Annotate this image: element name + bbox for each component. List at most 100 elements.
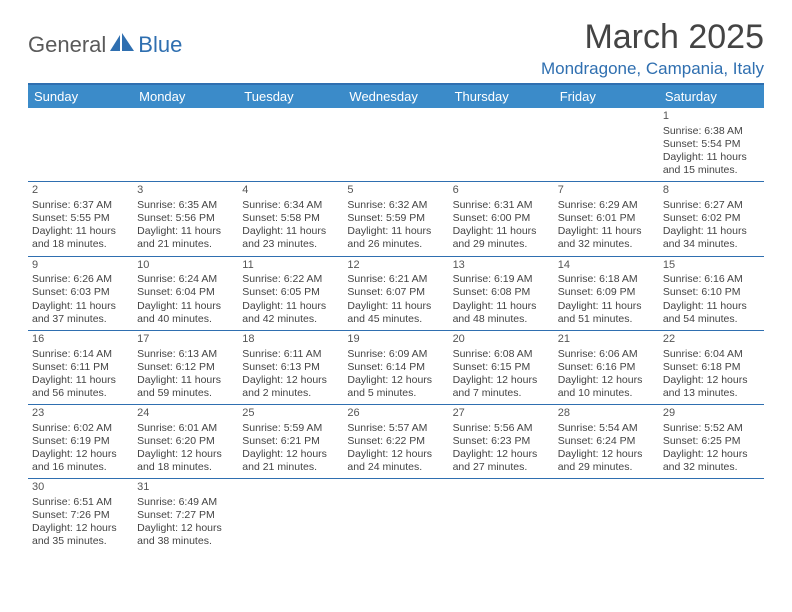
daylight-line: Daylight: 11 hours and 59 minutes. — [137, 374, 234, 400]
daylight-line: Daylight: 12 hours and 35 minutes. — [32, 522, 129, 548]
sunrise-line: Sunrise: 6:04 AM — [663, 348, 760, 361]
daylight-line: Daylight: 12 hours and 24 minutes. — [347, 448, 444, 474]
daylight-line: Daylight: 12 hours and 38 minutes. — [137, 522, 234, 548]
sunset-line: Sunset: 6:05 PM — [242, 286, 339, 299]
sunset-line: Sunset: 6:18 PM — [663, 361, 760, 374]
daylight-line: Daylight: 11 hours and 48 minutes. — [453, 300, 550, 326]
day-number: 29 — [663, 407, 760, 421]
day-number: 7 — [558, 184, 655, 198]
week-row: 1Sunrise: 6:38 AMSunset: 5:54 PMDaylight… — [28, 108, 764, 182]
week-row: 9Sunrise: 6:26 AMSunset: 6:03 PMDaylight… — [28, 257, 764, 331]
day-cell: 19Sunrise: 6:09 AMSunset: 6:14 PMDayligh… — [343, 331, 448, 404]
daylight-line: Daylight: 12 hours and 29 minutes. — [558, 448, 655, 474]
sunset-line: Sunset: 6:20 PM — [137, 435, 234, 448]
day-number: 12 — [347, 259, 444, 273]
daylight-line: Daylight: 11 hours and 15 minutes. — [663, 151, 760, 177]
sunset-line: Sunset: 6:13 PM — [242, 361, 339, 374]
day-number: 31 — [137, 481, 234, 495]
sunset-line: Sunset: 6:16 PM — [558, 361, 655, 374]
day-number: 23 — [32, 407, 129, 421]
sunset-line: Sunset: 6:03 PM — [32, 286, 129, 299]
week-row: 2Sunrise: 6:37 AMSunset: 5:55 PMDaylight… — [28, 182, 764, 256]
day-number: 24 — [137, 407, 234, 421]
sunset-line: Sunset: 6:22 PM — [347, 435, 444, 448]
day-number: 13 — [453, 259, 550, 273]
sunset-line: Sunset: 6:15 PM — [453, 361, 550, 374]
day-number: 14 — [558, 259, 655, 273]
sunrise-line: Sunrise: 6:32 AM — [347, 199, 444, 212]
day-cell: 30Sunrise: 6:51 AMSunset: 7:26 PMDayligh… — [28, 479, 133, 552]
sunset-line: Sunset: 6:09 PM — [558, 286, 655, 299]
daylight-line: Daylight: 11 hours and 45 minutes. — [347, 300, 444, 326]
sunrise-line: Sunrise: 6:31 AM — [453, 199, 550, 212]
daylight-line: Daylight: 11 hours and 40 minutes. — [137, 300, 234, 326]
location: Mondragone, Campania, Italy — [541, 59, 764, 79]
sunset-line: Sunset: 6:24 PM — [558, 435, 655, 448]
day-cell: 10Sunrise: 6:24 AMSunset: 6:04 PMDayligh… — [133, 257, 238, 330]
day-header: Saturday — [659, 85, 764, 108]
day-header: Wednesday — [343, 85, 448, 108]
daylight-line: Daylight: 12 hours and 27 minutes. — [453, 448, 550, 474]
day-cell — [554, 108, 659, 181]
sunset-line: Sunset: 6:02 PM — [663, 212, 760, 225]
day-number: 21 — [558, 333, 655, 347]
day-cell — [343, 108, 448, 181]
day-cell: 28Sunrise: 5:54 AMSunset: 6:24 PMDayligh… — [554, 405, 659, 478]
daylight-line: Daylight: 12 hours and 10 minutes. — [558, 374, 655, 400]
sunrise-line: Sunrise: 6:38 AM — [663, 125, 760, 138]
day-cell: 2Sunrise: 6:37 AMSunset: 5:55 PMDaylight… — [28, 182, 133, 255]
logo-text-blue: Blue — [138, 32, 182, 58]
sunset-line: Sunset: 6:11 PM — [32, 361, 129, 374]
sunrise-line: Sunrise: 6:16 AM — [663, 273, 760, 286]
day-cell: 12Sunrise: 6:21 AMSunset: 6:07 PMDayligh… — [343, 257, 448, 330]
daylight-line: Daylight: 11 hours and 32 minutes. — [558, 225, 655, 251]
day-cell: 21Sunrise: 6:06 AMSunset: 6:16 PMDayligh… — [554, 331, 659, 404]
daylight-line: Daylight: 11 hours and 51 minutes. — [558, 300, 655, 326]
sunrise-line: Sunrise: 6:02 AM — [32, 422, 129, 435]
day-cell: 17Sunrise: 6:13 AMSunset: 6:12 PMDayligh… — [133, 331, 238, 404]
sunrise-line: Sunrise: 6:18 AM — [558, 273, 655, 286]
title-block: March 2025 Mondragone, Campania, Italy — [541, 18, 764, 79]
day-number: 10 — [137, 259, 234, 273]
sunset-line: Sunset: 5:56 PM — [137, 212, 234, 225]
day-cell: 22Sunrise: 6:04 AMSunset: 6:18 PMDayligh… — [659, 331, 764, 404]
day-cell: 23Sunrise: 6:02 AMSunset: 6:19 PMDayligh… — [28, 405, 133, 478]
day-number: 4 — [242, 184, 339, 198]
header: General Blue March 2025 Mondragone, Camp… — [28, 18, 764, 79]
daylight-line: Daylight: 12 hours and 5 minutes. — [347, 374, 444, 400]
day-number: 19 — [347, 333, 444, 347]
logo-sail-icon — [110, 33, 136, 58]
sunset-line: Sunset: 5:58 PM — [242, 212, 339, 225]
day-cell: 11Sunrise: 6:22 AMSunset: 6:05 PMDayligh… — [238, 257, 343, 330]
sunset-line: Sunset: 7:27 PM — [137, 509, 234, 522]
daylight-line: Daylight: 12 hours and 32 minutes. — [663, 448, 760, 474]
sunrise-line: Sunrise: 6:01 AM — [137, 422, 234, 435]
day-cell: 5Sunrise: 6:32 AMSunset: 5:59 PMDaylight… — [343, 182, 448, 255]
sunset-line: Sunset: 6:08 PM — [453, 286, 550, 299]
sunrise-line: Sunrise: 6:51 AM — [32, 496, 129, 509]
month-title: March 2025 — [541, 18, 764, 57]
sunrise-line: Sunrise: 6:13 AM — [137, 348, 234, 361]
day-number: 2 — [32, 184, 129, 198]
day-number: 8 — [663, 184, 760, 198]
day-cell: 6Sunrise: 6:31 AMSunset: 6:00 PMDaylight… — [449, 182, 554, 255]
sunset-line: Sunset: 6:12 PM — [137, 361, 234, 374]
day-cell: 24Sunrise: 6:01 AMSunset: 6:20 PMDayligh… — [133, 405, 238, 478]
day-number: 16 — [32, 333, 129, 347]
day-number: 18 — [242, 333, 339, 347]
daylight-line: Daylight: 11 hours and 42 minutes. — [242, 300, 339, 326]
day-cell: 3Sunrise: 6:35 AMSunset: 5:56 PMDaylight… — [133, 182, 238, 255]
day-cell: 18Sunrise: 6:11 AMSunset: 6:13 PMDayligh… — [238, 331, 343, 404]
sunrise-line: Sunrise: 6:24 AM — [137, 273, 234, 286]
day-cell — [238, 108, 343, 181]
day-cell: 14Sunrise: 6:18 AMSunset: 6:09 PMDayligh… — [554, 257, 659, 330]
sunrise-line: Sunrise: 6:11 AM — [242, 348, 339, 361]
day-cell: 25Sunrise: 5:59 AMSunset: 6:21 PMDayligh… — [238, 405, 343, 478]
sunset-line: Sunset: 5:54 PM — [663, 138, 760, 151]
day-number: 27 — [453, 407, 550, 421]
sunrise-line: Sunrise: 6:09 AM — [347, 348, 444, 361]
daylight-line: Daylight: 11 hours and 54 minutes. — [663, 300, 760, 326]
daylight-line: Daylight: 11 hours and 29 minutes. — [453, 225, 550, 251]
sunrise-line: Sunrise: 6:22 AM — [242, 273, 339, 286]
week-row: 16Sunrise: 6:14 AMSunset: 6:11 PMDayligh… — [28, 331, 764, 405]
